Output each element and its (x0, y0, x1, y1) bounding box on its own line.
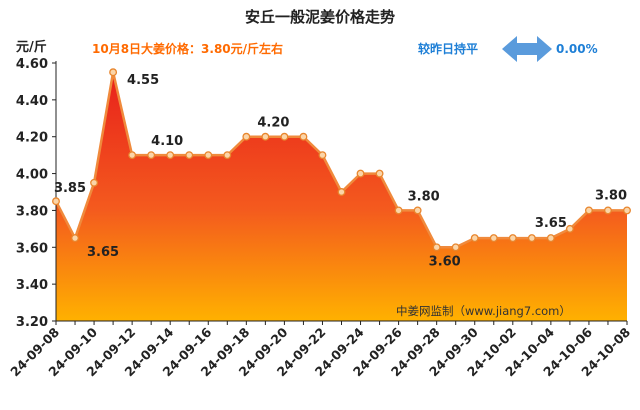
y-tick-label: 4.20 (16, 131, 48, 146)
data-point (90, 178, 99, 187)
data-point (584, 206, 593, 215)
data-point (280, 132, 289, 141)
data-label: 4.10 (151, 134, 183, 149)
data-point (623, 206, 631, 215)
data-point (413, 206, 422, 215)
data-point (147, 151, 156, 160)
data-point (166, 151, 175, 160)
source-credit: 中姜网监制（www.jiang7.com） (396, 304, 571, 318)
data-point (356, 169, 365, 178)
change-value: 0.00% (556, 42, 598, 56)
data-point (565, 224, 574, 233)
area-fill (56, 72, 627, 322)
change-label: 较昨日持平 (418, 41, 478, 56)
data-point (109, 68, 118, 77)
y-tick-label: 4.00 (16, 168, 48, 183)
data-label: 3.85 (54, 181, 86, 196)
data-point (489, 234, 498, 243)
data-point (432, 243, 441, 252)
data-label: 3.60 (429, 254, 461, 269)
data-point (451, 243, 460, 252)
data-point (71, 234, 79, 243)
data-point (204, 151, 213, 160)
y-tick-label: 3.20 (16, 315, 48, 330)
double-arrow-icon (502, 36, 552, 62)
data-point (337, 188, 346, 196)
data-point (604, 206, 612, 215)
y-tick-label: 3.40 (16, 278, 48, 293)
data-point (546, 234, 555, 243)
data-point (470, 234, 479, 243)
data-point (185, 151, 194, 160)
data-point (52, 197, 60, 206)
price-note: 10月8日大姜价格：3.80元/斤左右 (92, 41, 283, 56)
y-tick-label: 3.80 (16, 204, 48, 219)
data-point (375, 169, 384, 178)
chart-title: 安丘一般泥姜价格走势 (245, 8, 395, 26)
data-point (261, 132, 270, 141)
data-label: 4.20 (257, 116, 289, 131)
data-point (128, 151, 137, 160)
data-label: 3.80 (408, 189, 440, 204)
y-axis-label: 元/斤 (16, 39, 47, 55)
plot-area: 3.203.403.603.804.004.204.404.6024-09-08… (7, 57, 633, 379)
data-label: 3.65 (87, 245, 119, 260)
y-tick-label: 3.60 (16, 241, 48, 256)
data-label: 3.80 (595, 188, 627, 203)
data-point (242, 132, 251, 141)
data-point (299, 132, 308, 141)
data-point (223, 151, 232, 160)
data-point (318, 151, 327, 160)
data-point (508, 234, 517, 243)
y-tick-label: 4.60 (16, 57, 48, 72)
data-label: 4.55 (127, 73, 159, 88)
y-tick-label: 4.40 (16, 94, 48, 109)
data-point (527, 234, 536, 243)
data-label: 3.65 (535, 216, 567, 231)
data-point (394, 206, 403, 215)
